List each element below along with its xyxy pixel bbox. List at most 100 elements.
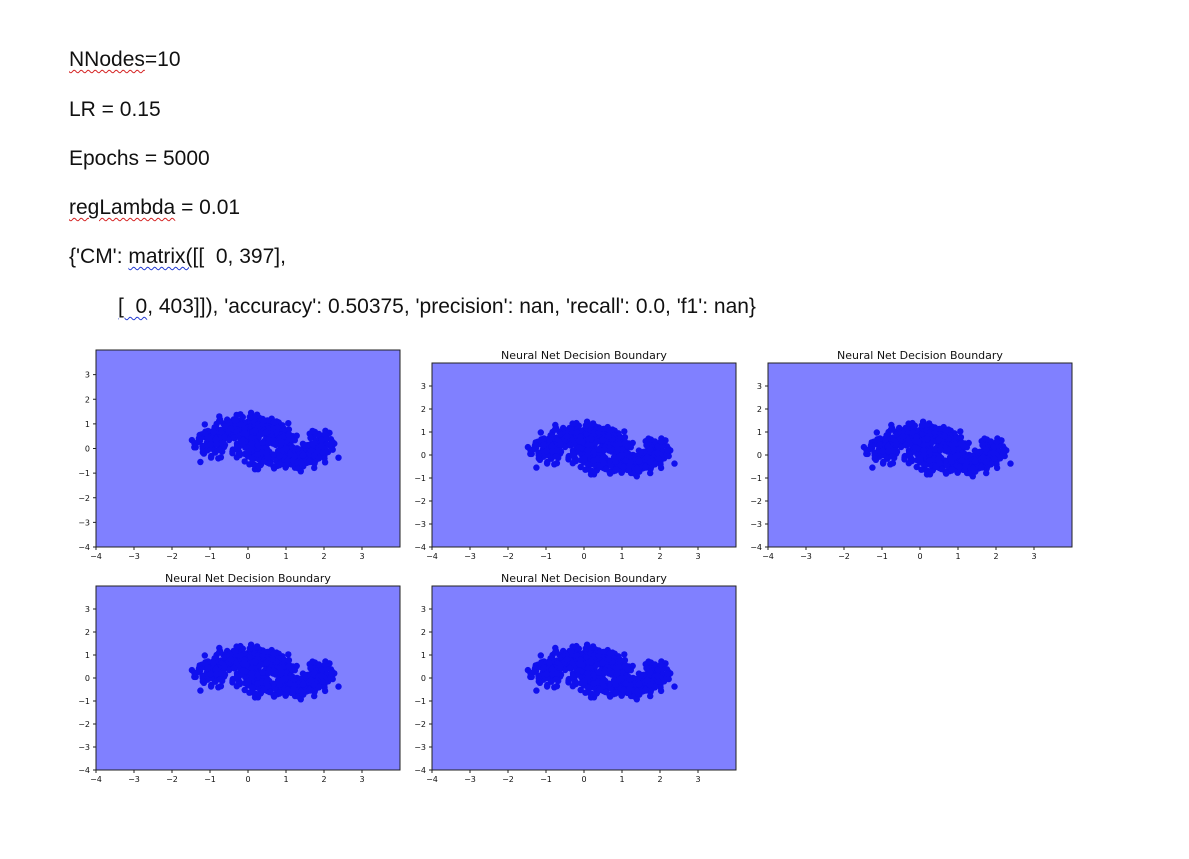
data-point <box>278 439 285 446</box>
data-points <box>524 418 678 480</box>
data-point <box>543 447 550 455</box>
data-point <box>210 428 217 436</box>
data-point <box>240 660 247 668</box>
plot-title: Neural Net Decision Boundary <box>165 572 331 585</box>
data-point <box>879 460 887 467</box>
data-point <box>1007 460 1014 467</box>
data-point <box>221 664 228 671</box>
x-tick-label: −4 <box>762 552 774 561</box>
x-tick-label: 3 <box>359 552 364 561</box>
y-tick-label: −1 <box>78 469 90 478</box>
scatter-plot-svg: Neural Net Decision Boundary −4 −3 −2 −1 0 1 2 3… <box>414 572 737 784</box>
data-point <box>957 434 965 441</box>
x-tick-label: −2 <box>166 775 178 784</box>
data-point <box>633 687 641 695</box>
data-point <box>194 668 202 676</box>
data-point <box>276 689 283 696</box>
data-point <box>551 649 559 656</box>
data-point <box>612 466 619 473</box>
data-point <box>595 669 602 676</box>
x-tick-label: −4 <box>90 552 102 561</box>
x-tick-label: 2 <box>321 552 326 561</box>
data-point <box>321 687 329 695</box>
data-point <box>557 664 564 671</box>
y-tick-label: 0 <box>757 451 762 460</box>
data-point <box>635 458 643 465</box>
data-point <box>552 676 560 683</box>
x-tick-label: −1 <box>540 775 552 784</box>
data-point <box>291 682 298 689</box>
x-tick-label: −1 <box>204 775 216 784</box>
data-point <box>930 438 937 445</box>
y-tick-label: 0 <box>421 674 426 683</box>
data-point <box>873 429 880 436</box>
data-point <box>950 446 957 453</box>
data-point <box>207 454 215 461</box>
data-point <box>275 447 282 454</box>
data-point <box>983 469 990 477</box>
nnodes-value: =10 <box>144 48 181 71</box>
data-point <box>594 438 601 445</box>
x-tick-label: −3 <box>128 775 140 784</box>
x-tick-label: 1 <box>619 775 624 784</box>
data-point <box>269 425 276 432</box>
x-tick-label: 3 <box>359 775 364 784</box>
data-point <box>912 437 919 445</box>
data-point <box>606 427 614 434</box>
data-point <box>301 671 309 679</box>
y-tick-label: −1 <box>750 474 762 483</box>
data-point <box>932 425 940 433</box>
data-point <box>241 425 248 432</box>
y-tick-label: −3 <box>78 743 90 752</box>
data-point <box>584 670 591 677</box>
data-point <box>575 667 583 674</box>
y-tick-label: 3 <box>421 382 426 391</box>
data-point <box>335 683 342 690</box>
data-point <box>282 675 289 682</box>
x-tick-label: −4 <box>90 775 102 784</box>
data-point <box>240 430 247 437</box>
data-point <box>906 450 913 457</box>
data-point <box>643 454 651 461</box>
data-point <box>605 656 612 663</box>
data-point <box>887 426 895 433</box>
data-point <box>543 670 550 678</box>
data-point <box>270 419 278 426</box>
data-point <box>311 452 318 459</box>
data-point <box>276 460 283 468</box>
y-tick-label: −2 <box>78 494 90 503</box>
nnodes-line: NNodes=10 <box>69 48 181 72</box>
data-point <box>241 458 248 465</box>
data-point <box>887 461 894 468</box>
data-point <box>229 450 236 457</box>
data-point <box>318 448 326 456</box>
x-tick-label: −3 <box>800 552 812 561</box>
data-point <box>567 425 575 432</box>
data-point <box>321 431 328 438</box>
plot-1: −4 −3 −2 −1 0 1 2 3 3 2 1 0 −1 −2 −3 −4 <box>68 347 458 587</box>
y-tick-label: 1 <box>85 651 90 660</box>
data-point <box>963 459 970 466</box>
data-point <box>248 455 256 462</box>
data-point <box>210 659 217 666</box>
data-point <box>266 688 273 696</box>
x-tick-label: −4 <box>426 775 438 784</box>
data-point <box>246 413 253 421</box>
data-point <box>297 459 305 466</box>
plot-title: Neural Net Decision Boundary <box>837 349 1003 362</box>
data-point <box>616 663 624 670</box>
data-point <box>899 433 907 440</box>
lr-line: LR = 0.15 <box>69 98 161 121</box>
data-point <box>935 436 942 444</box>
data-point <box>866 445 874 453</box>
y-tick-label: 1 <box>85 420 90 429</box>
data-point <box>954 452 961 459</box>
data-point <box>621 434 629 441</box>
data-point <box>239 667 247 674</box>
data-point <box>576 660 583 668</box>
y-tick-label: −4 <box>750 543 762 552</box>
data-point <box>594 661 601 668</box>
data-point <box>299 681 307 688</box>
data-point <box>654 672 661 680</box>
plot-5: Neural Net Decision Boundary −4 −3 −2 −1 0 1 2 3… <box>404 571 794 811</box>
